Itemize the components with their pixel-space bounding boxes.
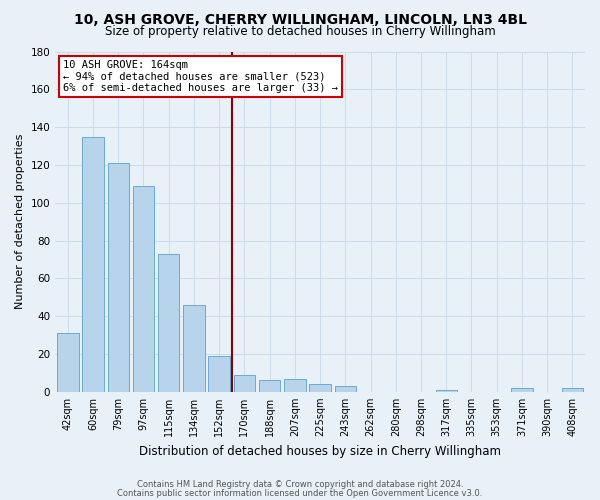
Bar — [233, 375, 255, 392]
Bar — [208, 356, 230, 392]
Bar — [158, 254, 179, 392]
Bar — [562, 388, 583, 392]
Bar — [183, 305, 205, 392]
Y-axis label: Number of detached properties: Number of detached properties — [15, 134, 25, 310]
Bar — [436, 390, 457, 392]
Bar — [310, 384, 331, 392]
Text: Contains HM Land Registry data © Crown copyright and database right 2024.: Contains HM Land Registry data © Crown c… — [137, 480, 463, 489]
Bar — [259, 380, 280, 392]
Bar — [511, 388, 533, 392]
Bar — [284, 378, 305, 392]
Bar — [107, 163, 129, 392]
Bar — [133, 186, 154, 392]
Text: Size of property relative to detached houses in Cherry Willingham: Size of property relative to detached ho… — [104, 25, 496, 38]
Text: 10 ASH GROVE: 164sqm
← 94% of detached houses are smaller (523)
6% of semi-detac: 10 ASH GROVE: 164sqm ← 94% of detached h… — [63, 60, 338, 93]
X-axis label: Distribution of detached houses by size in Cherry Willingham: Distribution of detached houses by size … — [139, 444, 501, 458]
Bar — [335, 386, 356, 392]
Bar — [57, 333, 79, 392]
Text: 10, ASH GROVE, CHERRY WILLINGHAM, LINCOLN, LN3 4BL: 10, ASH GROVE, CHERRY WILLINGHAM, LINCOL… — [74, 12, 527, 26]
Bar — [82, 136, 104, 392]
Text: Contains public sector information licensed under the Open Government Licence v3: Contains public sector information licen… — [118, 488, 482, 498]
